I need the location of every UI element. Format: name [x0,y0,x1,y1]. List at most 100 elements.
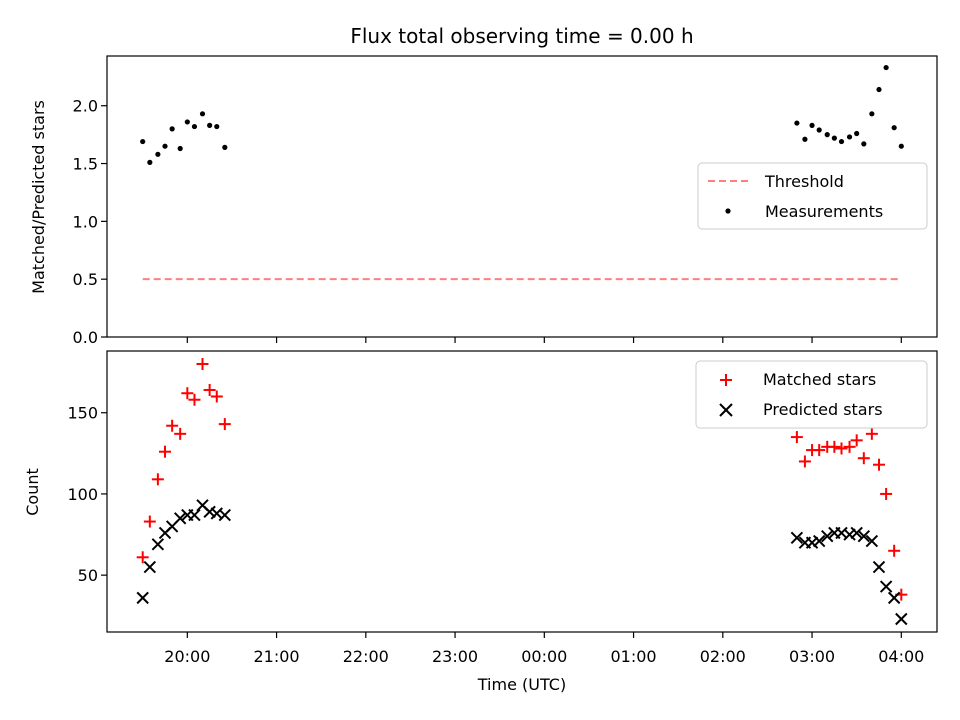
ratio-y-axis-label: Matched/Predicted stars [29,100,48,294]
measurement-point [222,144,228,150]
predicted-stars-point [188,508,201,522]
matched-stars-point [865,427,878,440]
matched-stars-point [872,458,885,471]
measurement-point [831,135,837,141]
predicted-stars-point [850,526,863,540]
predicted-stars-point [790,531,804,544]
measurement-point [207,122,213,128]
predicted-stars-point [173,512,187,525]
x-tick-label: 21:00 [254,647,300,666]
matched-stars-point [218,418,231,431]
ratio-y-tick-label: 2.0 [73,97,98,116]
measurement-point [184,119,190,125]
matched-stars-point [835,442,848,455]
ratio-y-tick-label: 0.5 [73,270,98,289]
legend-matched-label: Matched stars [763,370,876,389]
predicted-stars-point [857,529,871,543]
measurement-point [846,134,853,140]
matched-stars-point [790,431,803,444]
legend-predicted-label: Predicted stars [763,400,883,419]
measurement-point [162,143,168,149]
measurement-point [809,122,815,128]
measurement-point [140,138,146,145]
count-axes: 50 100 150 20:00 21:00 22:00 23:00 00:00 01:00 02… [67,404,924,666]
predicted-stars-point [812,534,826,548]
count-panel-frame [106,350,938,633]
matched-stars-point [798,455,811,468]
measurement-point [898,143,904,149]
legend-predicted-swatch [719,403,733,417]
ratio-y-tick-label: 0.0 [73,328,98,347]
legend-matched-swatch [720,374,732,386]
predicted-stars-point [865,534,879,548]
count-legend: Matched stars Predicted stars [695,360,928,429]
matched-stars-point [181,387,194,400]
matched-stars-point [151,473,164,486]
x-tick-label: 22:00 [343,647,389,666]
measurement-point [883,64,889,71]
predicted-stars-point [872,560,886,574]
legend-measurements-label: Measurements [765,202,883,221]
matched-stars-point [166,419,179,432]
legend-threshold-label: Threshold [764,172,844,191]
measurement-point [824,132,830,138]
predicted-stars-point [136,591,149,605]
measurement-point [861,141,867,147]
matched-stars-point [210,390,223,403]
measurement-point [177,145,183,152]
x-tick-label: 00:00 [521,647,567,666]
matched-stars-point [136,551,149,564]
x-tick-label: 20:00 [164,647,210,666]
measurement-point [214,123,220,130]
ratio-plot-area [140,64,904,281]
legend-measurements-swatch [725,208,731,214]
x-tick-label: 02:00 [700,647,746,666]
matched-stars-point [159,445,172,458]
x-tick-label: 23:00 [432,647,478,666]
ratio-y-tick-label: 1.5 [73,155,98,174]
matched-stars-point [174,427,187,440]
predicted-stars-point [887,591,901,605]
x-axis-label: Time (UTC) [477,675,566,694]
count-legend-box [695,360,928,429]
matched-stars-point [888,544,901,557]
predicted-stars-point [203,505,216,519]
predicted-stars-point [143,560,157,574]
predicted-stars-point [821,529,834,543]
ratio-legend-box [697,162,928,230]
ratio-legend: Threshold Measurements [697,162,928,230]
ratio-panel-frame [106,55,938,338]
predicted-stars-point [218,508,232,522]
measurement-point [869,111,875,117]
matched-stars-point [196,357,209,370]
count-plot-area [136,357,908,626]
matched-stars-point [880,487,893,500]
matched-stars-point [813,444,826,457]
predicted-stars-point [151,538,165,551]
ratio-axes: 0.0 0.5 1.0 1.5 2.0 [73,97,902,347]
predicted-stars-point [805,536,819,549]
count-y-axis-label: Count [23,468,42,516]
measurement-point [854,130,860,137]
ratio-y-tick-label: 1.0 [73,212,98,231]
measurement-point [169,126,175,132]
measurement-point [891,125,897,131]
predicted-stars-point [895,612,908,626]
matched-stars-point [143,515,156,528]
count-y-tick-label: 100 [67,485,98,504]
ratio-panel: 0.00.51.01.52.0 Matched/Predicted stars … [29,55,938,347]
measurement-point [191,123,198,130]
chart-title: Flux total observing time = 0.00 h [350,24,693,48]
matched-stars-point [828,440,841,453]
matched-stars-point [843,440,856,453]
matched-stars-point [857,452,870,465]
measurement-point [838,138,845,145]
matched-stars-point [203,383,216,396]
count-y-tick-label: 50 [78,566,98,585]
measurement-point [816,127,822,133]
matched-stars-point [188,393,201,406]
measurement-point [147,159,153,165]
x-tick-label: 04:00 [878,647,924,666]
measurement-point [794,120,800,126]
